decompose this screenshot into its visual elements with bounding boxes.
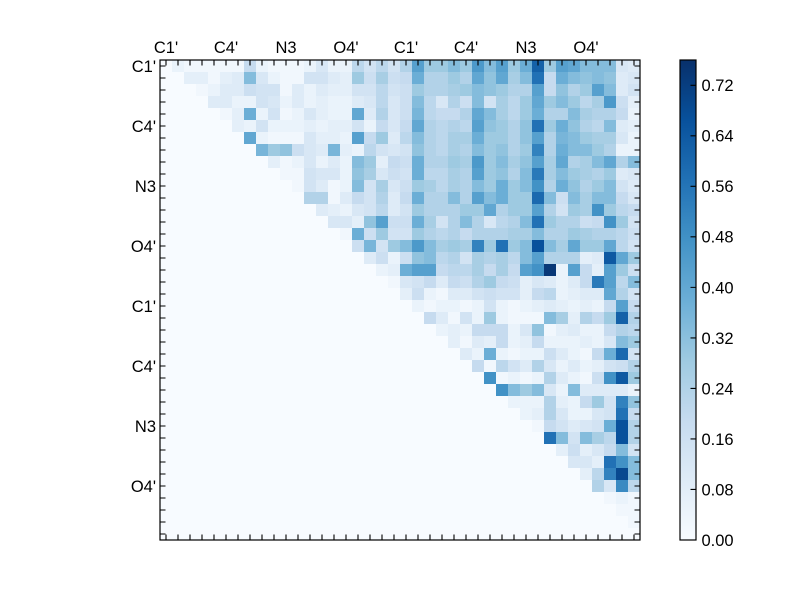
svg-text:0.56: 0.56 bbox=[702, 178, 734, 196]
svg-text:C4': C4' bbox=[132, 358, 156, 376]
svg-text:N3: N3 bbox=[275, 39, 296, 57]
svg-text:O4': O4' bbox=[333, 39, 358, 57]
svg-text:0.64: 0.64 bbox=[702, 128, 734, 146]
svg-text:0.32: 0.32 bbox=[702, 330, 734, 348]
svg-text:N3: N3 bbox=[515, 39, 536, 57]
svg-text:C4': C4' bbox=[214, 39, 238, 57]
svg-text:0.08: 0.08 bbox=[702, 481, 734, 499]
svg-text:0.40: 0.40 bbox=[702, 279, 734, 297]
svg-text:0.24: 0.24 bbox=[702, 380, 734, 398]
svg-text:C1': C1' bbox=[154, 39, 178, 57]
svg-text:0.00: 0.00 bbox=[702, 532, 734, 550]
svg-text:C1': C1' bbox=[132, 298, 156, 316]
svg-text:O4': O4' bbox=[573, 39, 598, 57]
svg-text:C4': C4' bbox=[132, 118, 156, 136]
svg-text:C1': C1' bbox=[132, 58, 156, 76]
svg-text:O4': O4' bbox=[131, 478, 156, 496]
svg-text:0.16: 0.16 bbox=[702, 431, 734, 449]
svg-text:0.72: 0.72 bbox=[702, 77, 734, 95]
svg-text:N3: N3 bbox=[135, 418, 156, 436]
svg-text:O4': O4' bbox=[131, 238, 156, 256]
svg-text:C1': C1' bbox=[394, 39, 418, 57]
svg-text:N3: N3 bbox=[135, 178, 156, 196]
svg-text:0.48: 0.48 bbox=[702, 229, 734, 247]
svg-text:C4': C4' bbox=[454, 39, 478, 57]
